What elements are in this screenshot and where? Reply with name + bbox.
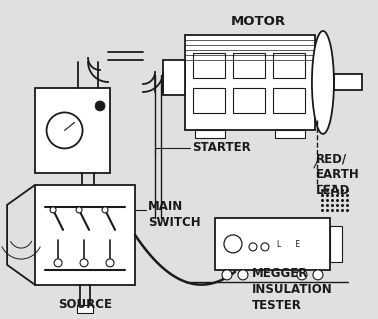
Bar <box>273 88 305 113</box>
Bar <box>334 74 362 91</box>
Circle shape <box>102 207 108 213</box>
Circle shape <box>54 259 62 267</box>
Circle shape <box>222 270 232 280</box>
Bar <box>195 130 225 138</box>
Bar <box>35 185 135 285</box>
Circle shape <box>76 207 82 213</box>
Circle shape <box>238 270 248 280</box>
Text: MAIN
SWITCH: MAIN SWITCH <box>148 200 201 229</box>
Text: MOTOR: MOTOR <box>231 16 285 28</box>
Circle shape <box>50 207 56 213</box>
Circle shape <box>313 270 323 280</box>
Text: STARTER: STARTER <box>192 141 251 154</box>
Circle shape <box>224 235 242 253</box>
Ellipse shape <box>312 31 334 134</box>
Circle shape <box>80 259 88 267</box>
Bar <box>193 53 225 78</box>
Circle shape <box>46 112 82 148</box>
Circle shape <box>106 259 114 267</box>
Bar <box>35 88 110 173</box>
Text: L   E: L E <box>277 241 300 249</box>
Circle shape <box>261 243 269 251</box>
Circle shape <box>297 270 307 280</box>
Text: MEGGER
INSULATION
TESTER: MEGGER INSULATION TESTER <box>252 267 333 312</box>
Bar <box>215 218 330 270</box>
Bar <box>273 53 305 78</box>
Bar <box>163 60 185 95</box>
Text: RED/
EARTH
LEAD: RED/ EARTH LEAD <box>316 152 360 197</box>
Bar <box>330 226 342 262</box>
Bar <box>185 35 315 130</box>
Bar <box>233 88 265 113</box>
Circle shape <box>95 101 105 111</box>
Bar <box>193 88 225 113</box>
Circle shape <box>249 243 257 251</box>
Text: SOURCE: SOURCE <box>58 298 112 311</box>
Bar <box>77 305 93 313</box>
Bar <box>233 53 265 78</box>
Bar <box>275 130 305 138</box>
